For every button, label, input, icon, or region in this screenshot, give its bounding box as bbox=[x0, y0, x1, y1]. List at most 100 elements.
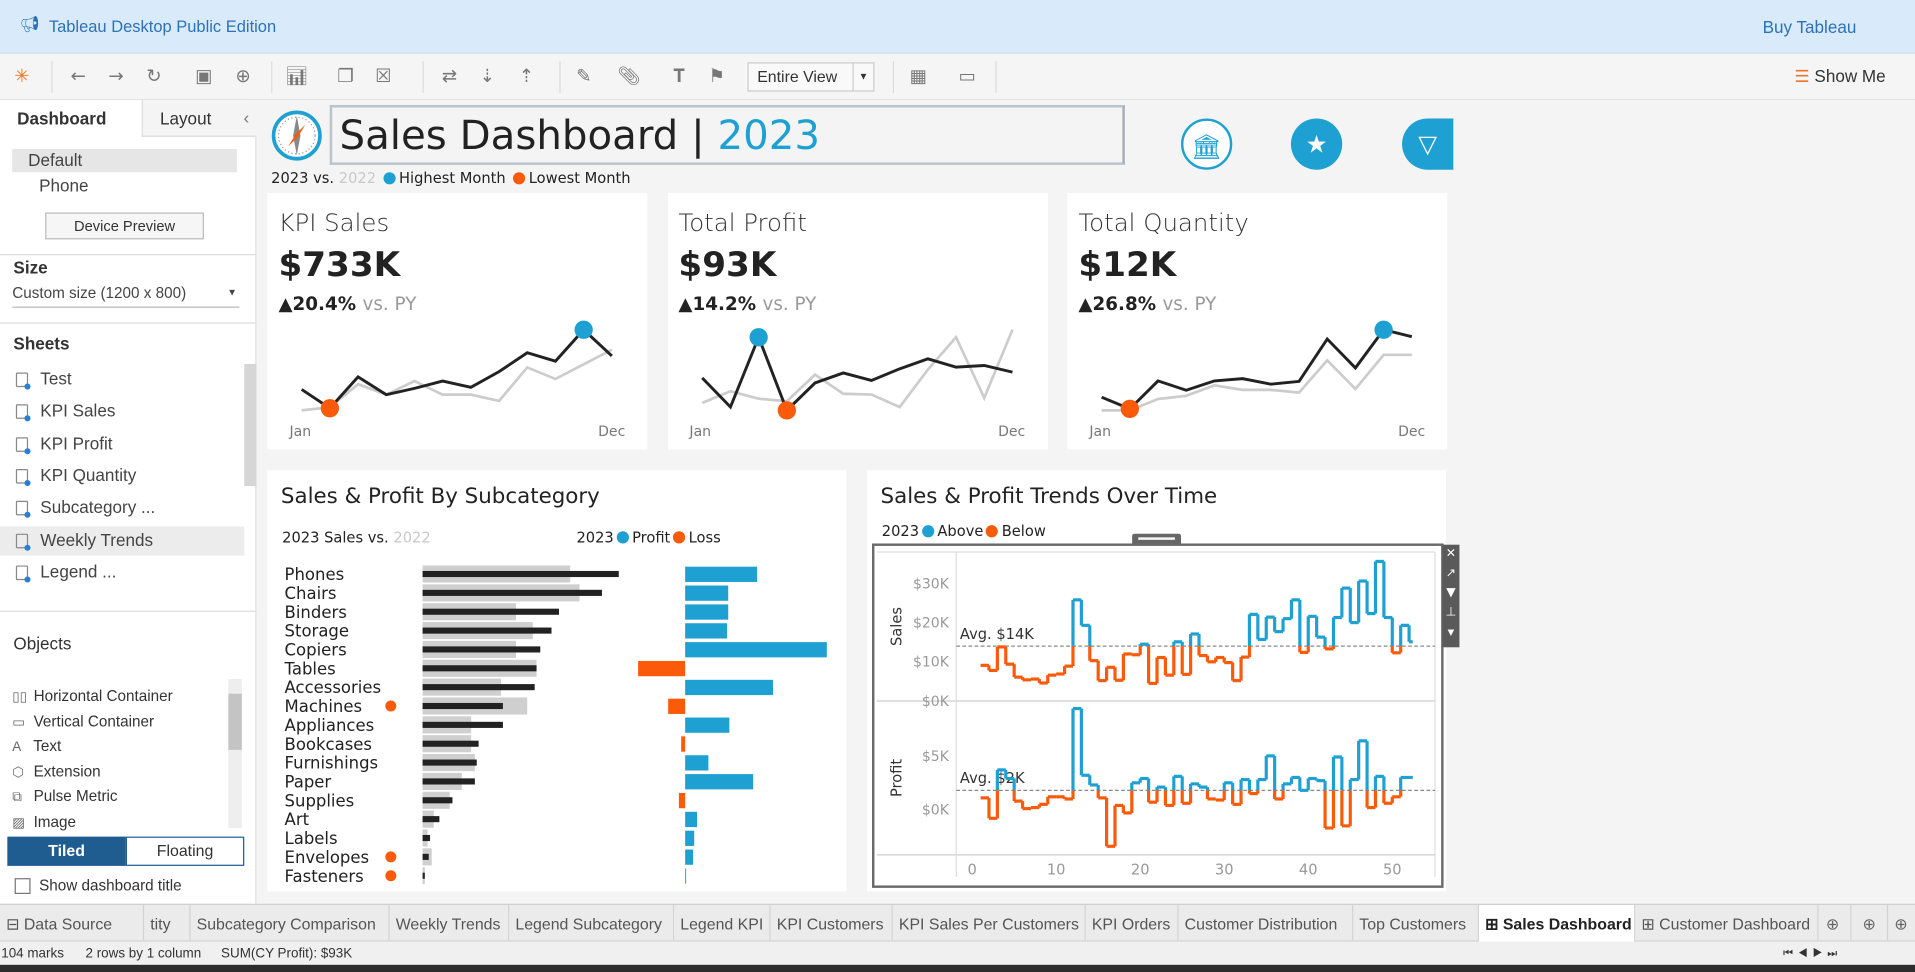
profit-bar[interactable] bbox=[685, 585, 729, 601]
object-item[interactable]: A Text bbox=[12, 738, 61, 755]
profit-bar[interactable] bbox=[685, 774, 754, 790]
lowest-month-point[interactable] bbox=[777, 401, 796, 420]
sheet-tab[interactable]: ⊞ Customer Dashboard bbox=[1635, 904, 1819, 942]
new-dashboard-icon[interactable]: ⊕ bbox=[1856, 904, 1889, 942]
sheet-tab[interactable]: ⊟ Data Source bbox=[0, 904, 145, 942]
sheet-tab[interactable]: Top Customers bbox=[1353, 904, 1479, 942]
undo-icon[interactable]: ← bbox=[70, 64, 86, 87]
cy-sales-bar[interactable] bbox=[422, 570, 619, 578]
object-item[interactable]: ▨ Image bbox=[12, 813, 76, 830]
object-item[interactable]: ⬡ Extension bbox=[12, 763, 100, 780]
sheet-tab[interactable]: KPI Customers bbox=[771, 904, 893, 942]
cy-sales-bar[interactable] bbox=[422, 834, 431, 842]
tab-nav-icons[interactable]: ⏮◀▶⏭ bbox=[1783, 946, 1843, 959]
profit-bar[interactable] bbox=[685, 849, 694, 865]
group-icon[interactable]: 📎︎ bbox=[617, 64, 641, 87]
clear-sheet-icon[interactable]: ☒ bbox=[375, 64, 392, 87]
redo-icon[interactable]: → bbox=[108, 64, 124, 87]
save-icon[interactable]: ▣ bbox=[195, 64, 213, 87]
pin-icon[interactable]: ⊥ bbox=[1445, 605, 1457, 620]
cy-sales-bar[interactable] bbox=[422, 872, 425, 879]
profit-bar[interactable] bbox=[685, 868, 687, 884]
kpi-card[interactable]: Total Profit $93K ▲14.2% vs. PY Jan Dec bbox=[667, 192, 1048, 450]
presentation-icon[interactable]: ▭ bbox=[958, 64, 976, 87]
tab-dashboard[interactable]: Dashboard bbox=[0, 100, 142, 137]
device-preview-button[interactable]: Device Preview bbox=[45, 212, 204, 240]
profit-bar[interactable] bbox=[638, 660, 686, 677]
sheet-tab[interactable]: ⊞ Sales Dashboard bbox=[1478, 904, 1636, 942]
cy-sales-bar[interactable] bbox=[422, 759, 477, 766]
trends-chart[interactable]: Sales $0K $10K $20K $30K Avg. $14K Profit $0K $5… bbox=[867, 470, 1446, 891]
show-cards-icon[interactable]: ▦ bbox=[909, 64, 928, 87]
cy-sales-bar[interactable] bbox=[422, 797, 453, 804]
new-worksheet-icon[interactable]: ⊕ bbox=[1820, 904, 1852, 942]
swap-icon[interactable]: ⇄ bbox=[441, 64, 458, 87]
collapse-icon[interactable]: ‹ bbox=[243, 107, 250, 128]
profit-bar[interactable] bbox=[685, 755, 709, 771]
title-box[interactable]: Sales Dashboard | 2023 bbox=[329, 105, 1125, 165]
lowest-month-point[interactable] bbox=[320, 399, 340, 418]
people-icon[interactable]: ★ bbox=[1290, 118, 1343, 170]
subcategory-chart[interactable]: PhonesChairsBindersStorageCopiersTablesA… bbox=[267, 470, 846, 891]
profit-bar[interactable] bbox=[685, 566, 758, 582]
duplicate-icon[interactable]: ❐ bbox=[337, 64, 354, 87]
cy-sales-bar[interactable] bbox=[422, 816, 440, 823]
filter-icon[interactable]: ▽ bbox=[1402, 118, 1454, 170]
close-icon[interactable]: ✕ bbox=[1445, 547, 1457, 561]
filter-icon[interactable]: ▼ bbox=[1446, 586, 1456, 600]
replay-icon[interactable]: ↻ bbox=[146, 64, 162, 87]
cy-sales-bar[interactable] bbox=[422, 589, 602, 596]
sheet-item[interactable]: Subcategory ... bbox=[0, 494, 244, 523]
highlight-icon[interactable]: ✎ bbox=[576, 64, 592, 87]
sheet-item[interactable]: Test bbox=[0, 365, 244, 394]
open-sheet-icon[interactable]: ↗ bbox=[1445, 566, 1457, 581]
kpi-card[interactable]: Total Quantity $12K ▲26.8% vs. PY Jan De… bbox=[1067, 192, 1448, 450]
device-default[interactable]: Default bbox=[12, 148, 237, 173]
size-select[interactable]: Custom size (1200 x 800) ▼ bbox=[12, 285, 240, 308]
profit-bar[interactable] bbox=[685, 830, 695, 846]
profit-bar[interactable] bbox=[685, 717, 730, 733]
fit-select[interactable]: Entire View ▼ bbox=[747, 62, 875, 92]
sheet-tab[interactable]: Weekly Trends bbox=[390, 904, 510, 942]
sheet-tab[interactable]: KPI Sales Per Customers bbox=[893, 904, 1086, 942]
buy-tableau-link[interactable]: Buy Tableau bbox=[1762, 17, 1857, 37]
pin-icon[interactable]: ⚑ bbox=[708, 64, 726, 87]
cy-sales-bar[interactable] bbox=[422, 740, 479, 747]
profit-bar[interactable] bbox=[685, 642, 827, 658]
sheet-item[interactable]: KPI Sales bbox=[0, 397, 244, 426]
sheet-tab[interactable]: Legend Subcategory bbox=[509, 904, 675, 942]
highest-month-point[interactable] bbox=[574, 320, 593, 339]
more-options-icon[interactable]: ▼ bbox=[1447, 627, 1455, 638]
tab-layout[interactable]: Layout ‹ bbox=[141, 100, 257, 137]
sort-desc-icon[interactable]: ⇡ bbox=[518, 64, 535, 87]
object-item[interactable]: ▭ Vertical Container bbox=[12, 713, 154, 730]
selected-sheet-frame[interactable] bbox=[872, 543, 1444, 888]
tiled-button[interactable]: Tiled bbox=[7, 836, 126, 866]
sheet-tab[interactable]: tity bbox=[144, 904, 191, 942]
profit-bar[interactable] bbox=[678, 792, 686, 809]
floating-button[interactable]: Floating bbox=[125, 836, 245, 866]
profit-bar[interactable] bbox=[685, 811, 698, 828]
cy-sales-bar[interactable] bbox=[422, 608, 559, 615]
profit-bar[interactable] bbox=[685, 604, 729, 620]
cy-sales-bar[interactable] bbox=[422, 702, 503, 710]
sheet-tab[interactable]: KPI Orders bbox=[1086, 904, 1179, 942]
profit-bar[interactable] bbox=[668, 698, 686, 714]
device-phone[interactable]: Phone bbox=[39, 175, 89, 196]
cy-sales-bar[interactable] bbox=[422, 853, 429, 860]
sheet-item[interactable]: Weekly Trends bbox=[0, 525, 245, 556]
sheet-item[interactable]: Legend ... bbox=[0, 558, 244, 587]
profit-bar[interactable] bbox=[685, 623, 728, 639]
highest-month-point[interactable] bbox=[1374, 320, 1393, 339]
cy-sales-bar[interactable] bbox=[422, 778, 475, 785]
lowest-month-point[interactable] bbox=[1120, 399, 1139, 419]
sheet-tab[interactable]: Legend KPI bbox=[674, 904, 771, 942]
sheet-item[interactable]: KPI Profit bbox=[0, 429, 244, 458]
sheet-item[interactable]: KPI Quantity bbox=[0, 462, 244, 491]
label-icon[interactable]: 𝐓 bbox=[673, 64, 685, 87]
new-story-icon[interactable]: ⊕ bbox=[1888, 905, 1915, 942]
cy-sales-bar[interactable] bbox=[422, 627, 552, 634]
profit-bar[interactable] bbox=[681, 736, 686, 752]
profit-bar[interactable] bbox=[685, 679, 773, 696]
objects-scrollbar[interactable] bbox=[228, 679, 242, 829]
